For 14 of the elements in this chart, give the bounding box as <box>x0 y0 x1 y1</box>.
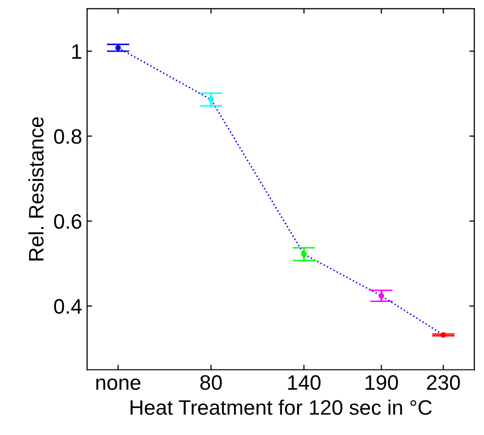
y-tick-label: 0.4 <box>54 299 82 314</box>
y-axis-title: Rel. Resistance <box>28 117 44 260</box>
point <box>301 251 307 257</box>
point <box>208 96 214 102</box>
x-tick-label: 80 <box>200 375 222 390</box>
x-tick-label: 230 <box>427 375 460 390</box>
x-tick-label: 140 <box>288 375 321 390</box>
x-axis-title: Heat Treatment for 120 sec in °C <box>130 400 432 415</box>
point <box>378 293 384 299</box>
y-tick-label: 1 <box>72 44 82 59</box>
x-tick-label: none <box>96 378 140 390</box>
y-tick-label: 0.6 <box>54 214 82 229</box>
x-tick-label: 190 <box>366 375 398 390</box>
y-tick-label: 0.8 <box>54 129 82 144</box>
